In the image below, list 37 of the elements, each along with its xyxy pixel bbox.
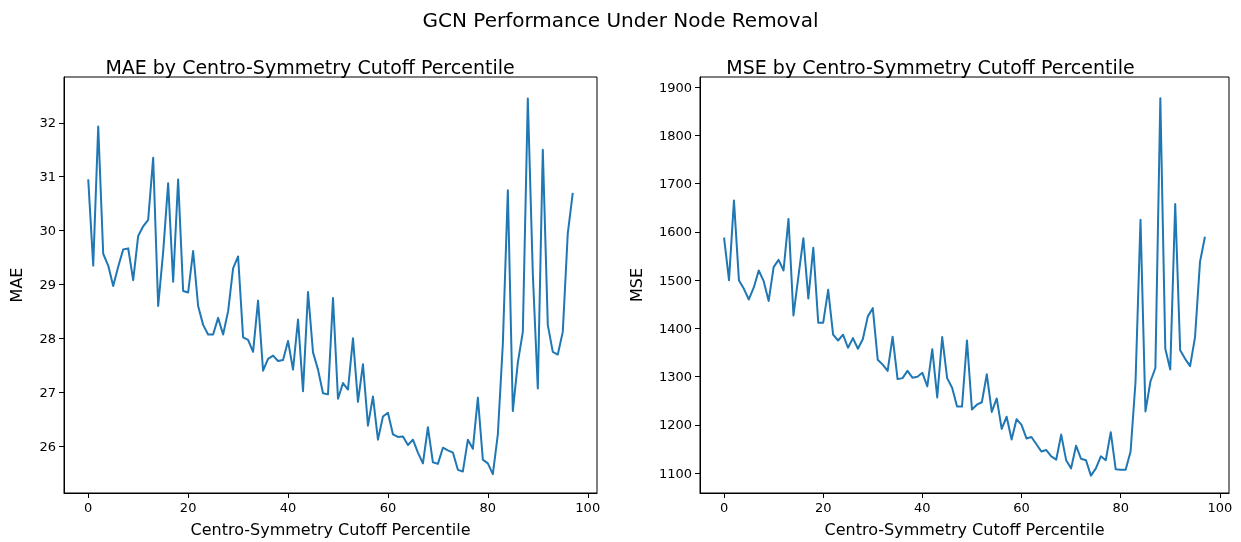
x-tick-label: 40 [914, 500, 931, 515]
y-axis-title: MAE [6, 267, 26, 303]
x-tick-label: 0 [719, 500, 729, 515]
y-tick-label: 32 [39, 115, 56, 131]
line-series [723, 97, 1206, 477]
text: GCN Performance Under Node Removal [421, 8, 820, 32]
x-axis-title: Centro-Symmetry Cutoff Percentile [824, 519, 1105, 539]
x-tick-label: 20 [179, 500, 197, 515]
y-tick-label: 1600 [658, 224, 692, 240]
line-series [87, 97, 574, 476]
chart-title: MAE by Centro-Symmetry Cutoff Percentile [105, 55, 515, 78]
y-tick-label: 1900 [658, 79, 692, 95]
chart-title: MSE by Centro-Symmetry Cutoff Percentile [726, 55, 1135, 78]
x-tick-label: 80 [479, 500, 497, 515]
x-tick-label: 100 [575, 500, 601, 515]
x-tick-label: 20 [814, 500, 832, 515]
x-tick-label: 40 [279, 500, 297, 515]
y-tick-label: 1400 [658, 320, 692, 336]
x-axis-title: Centro-Symmetry Cutoff Percentile [190, 519, 471, 539]
y-tick-label: 1300 [658, 369, 692, 385]
y-tick-label: 1700 [658, 176, 692, 192]
x-tick-label: 80 [1112, 500, 1129, 515]
y-tick-label: 1100 [658, 465, 692, 481]
x-tick-label: 100 [1207, 500, 1233, 515]
y-tick-label: 28 [39, 330, 56, 346]
y-tick-label: 30 [39, 223, 56, 239]
x-tick-label: 60 [1013, 500, 1030, 515]
y-tick-label: 26 [39, 438, 56, 454]
y-tick-label: 27 [39, 384, 56, 400]
x-tick-label: 0 [84, 500, 93, 515]
y-tick-label: 29 [39, 276, 56, 292]
y-tick-label: 31 [39, 169, 56, 185]
y-axis-title: MSE [626, 267, 646, 303]
y-tick-label: 1500 [658, 272, 692, 288]
x-tick-label: 60 [379, 500, 397, 515]
y-tick-label: 1200 [658, 417, 692, 433]
y-tick-label: 1800 [658, 127, 692, 143]
